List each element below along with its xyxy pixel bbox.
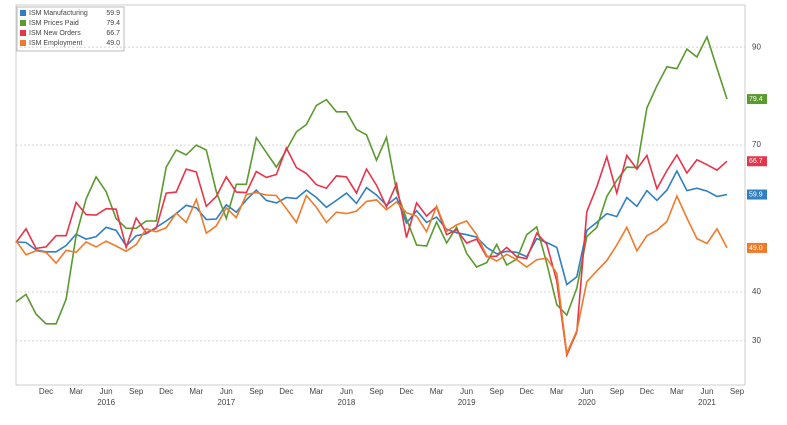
x-year-label: 2017	[217, 398, 235, 407]
x-tick-label: Jun	[100, 387, 113, 396]
x-tick-label: Mar	[69, 387, 83, 396]
value-tag	[747, 94, 767, 105]
value-tag-label: 66.7	[749, 158, 763, 165]
x-tick-label: Sep	[129, 387, 144, 396]
x-tick-label: Dec	[520, 387, 534, 396]
series-line	[15, 169, 728, 286]
series-line	[15, 34, 728, 325]
x-year-label: 2016	[97, 398, 115, 407]
legend-swatch	[20, 40, 26, 46]
x-tick-label: Mar	[670, 387, 684, 396]
x-tick-label: Jun	[340, 387, 353, 396]
legend-box	[16, 6, 125, 52]
series-line	[15, 191, 728, 357]
value-tag-label: 79.4	[749, 96, 763, 103]
x-tick-label: Dec	[159, 387, 173, 396]
y-tick-label: 30	[752, 336, 761, 345]
series-line	[15, 146, 728, 359]
legend-value: 59.9	[106, 10, 120, 17]
x-tick-label: Dec	[399, 387, 413, 396]
value-tag	[747, 189, 767, 200]
legend: ISM Manufacturing 59.9 ISM Prices Paid 79.4…	[16, 6, 125, 52]
x-tick-label: Sep	[610, 387, 625, 396]
x-tick-label: Sep	[249, 387, 264, 396]
legend-swatch	[20, 20, 26, 26]
x-tick-label: Dec	[39, 387, 53, 396]
value-tag	[747, 156, 767, 167]
x-tick-label: Mar	[310, 387, 324, 396]
x-tick-label: Jun	[580, 387, 593, 396]
x-tick-label: Mar	[430, 387, 444, 396]
legend-label: ISM Employment	[29, 40, 82, 47]
y-tick-label: 70	[752, 140, 761, 149]
legend-label: ISM Prices Paid	[29, 20, 79, 27]
y-tick-label: 40	[752, 287, 761, 296]
x-tick-label: Sep	[730, 387, 745, 396]
legend-swatch	[20, 10, 26, 16]
x-tick-label: Jun	[220, 387, 233, 396]
value-tag-label: 59.9	[749, 191, 763, 198]
legend-label: ISM New Orders	[29, 30, 81, 37]
x-tick-label: Mar	[189, 387, 203, 396]
x-tick-label: Jun	[701, 387, 714, 396]
legend-swatch	[20, 30, 26, 36]
x-tick-label: Sep	[490, 387, 505, 396]
legend-value: 66.7	[106, 30, 120, 37]
y-tick-label: 90	[752, 42, 761, 51]
x-tick-label: Dec	[279, 387, 293, 396]
legend-label: ISM Manufacturing	[29, 10, 88, 17]
x-tick-label: Dec	[640, 387, 654, 396]
x-tick-label: Mar	[550, 387, 564, 396]
x-year-label: 2019	[458, 398, 476, 407]
value-tag	[747, 242, 767, 253]
legend-value: 79.4	[106, 20, 120, 27]
x-year-label: 2020	[578, 398, 596, 407]
value-tag-label: 49.0	[749, 245, 763, 252]
x-tick-label: Sep	[369, 387, 384, 396]
legend-value: 49.0	[106, 40, 120, 47]
x-year-label: 2021	[698, 398, 716, 407]
x-tick-label: Jun	[460, 387, 473, 396]
x-year-label: 2018	[338, 398, 356, 407]
